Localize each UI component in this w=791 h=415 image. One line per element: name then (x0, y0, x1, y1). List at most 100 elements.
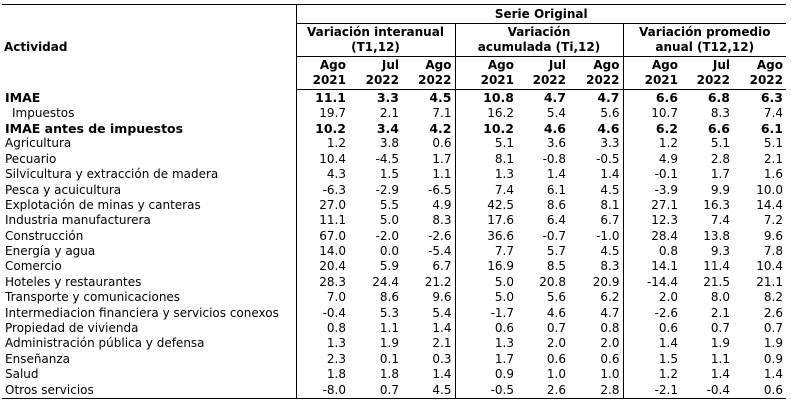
value-cell: 1.7 (710, 167, 730, 182)
value-cell: 2.1 (432, 336, 452, 351)
row-label: Otros servicios (2, 382, 296, 399)
value-cell: 5.0 (454, 290, 517, 306)
value-cell: 9.6 (432, 290, 452, 305)
value-cell: 0.7 (546, 321, 566, 336)
table-row: Otros servicios -8.0 0.7 4.5 -0.5 2.6 2.8 -2.1-… (2, 382, 786, 399)
value-cell: 1.3 (295, 336, 349, 352)
value-cell: 5.9 (379, 259, 399, 274)
value-cell: -0.4 (681, 382, 733, 399)
value-cell: -8.0 (295, 382, 349, 399)
group-header-promedio: Variación promedio anual (T12,12) (622, 23, 786, 57)
group-header-line2: anual (T12,12) (655, 40, 755, 54)
period-header-row: Ago 2021 Jul 2022 Ago 2022 Ago 2021 Jul 2022 Ago 20… (2, 56, 786, 90)
value-cell: 1.1 (432, 167, 452, 182)
value-cell: 6.2 (622, 120, 681, 137)
table-row: Pesca y acuicultura -6.3 -2.9 -6.5 7.4 6.1 4.5… (2, 182, 786, 198)
value-cell: 5.1 (710, 136, 730, 151)
value-cell: 8.3 (710, 105, 730, 120)
value-cell: 7.7 (454, 243, 517, 260)
value-cell: 16.3 (703, 197, 730, 212)
value-cell: 13.8 (703, 228, 730, 243)
value-cell: 1.4 (600, 167, 620, 182)
value-cell: 14.0 (295, 243, 349, 260)
value-cell: 1.9 (379, 336, 399, 351)
value-cell: 14.4 (756, 197, 783, 212)
value-cell: 17.6 (454, 213, 517, 229)
value-cell: 6.7 (600, 213, 620, 228)
table-row: Propiedad de vivienda 0.8 1.1 1.4 0.6 0.7 0.8 0… (2, 320, 786, 337)
value-cell: 1.0 (600, 367, 620, 382)
value-cell: 5.1 (763, 136, 783, 151)
value-cell: 9.6 (763, 228, 783, 243)
value-cell: 28.4 (622, 228, 681, 244)
value-cell: 0.6 (733, 382, 786, 399)
value-cell: 8.3 (432, 213, 452, 228)
value-cell: 24.4 (372, 274, 399, 289)
row-label: Agricultura (5, 136, 72, 151)
value-cell: 0.7 (763, 321, 783, 336)
value-cell: -6.3 (295, 182, 349, 198)
row-label: Transporte y comunicaciones (5, 290, 181, 305)
serie-header: Serie Original (295, 4, 786, 24)
value-cell: 0.8 (622, 243, 681, 260)
value-cell: 1.3 (454, 166, 517, 183)
value-cell: 5.3 (379, 305, 399, 320)
value-cell: 1.1 (379, 321, 399, 336)
row-label: Pesca y acuicultura (5, 182, 122, 197)
row-label: Pecuario (5, 151, 57, 166)
value-cell: 6.3 (760, 90, 783, 106)
value-cell: 8.6 (546, 197, 566, 212)
value-cell: 5.0 (454, 274, 517, 291)
value-cell: 0.3 (432, 351, 452, 366)
value-cell: 10.2 (295, 120, 349, 137)
value-cell: 1.8 (295, 367, 349, 383)
value-cell: -14.4 (622, 274, 681, 291)
value-cell: 8.5 (546, 259, 566, 274)
value-cell: 1.2 (295, 136, 349, 152)
value-cell: 7.4 (710, 213, 730, 228)
row-label: Industria manufacturera (5, 213, 151, 228)
value-cell: 20.4 (295, 259, 349, 275)
value-cell: -6.5 (428, 182, 452, 197)
period-header: Jul 2022 (517, 56, 569, 90)
value-cell: -0.8 (542, 151, 566, 166)
value-cell: 5.0 (379, 213, 399, 228)
value-cell: 10.2 (454, 120, 517, 137)
period-year: 2021 (480, 73, 514, 87)
value-cell: -2.6 (622, 305, 681, 321)
value-cell: 4.9 (432, 197, 452, 212)
period-month: Ago (756, 58, 783, 72)
period-header: Jul 2022 (349, 56, 402, 90)
value-cell: 0.6 (454, 320, 517, 337)
value-cell: 0.9 (763, 351, 783, 366)
period-year: 2022 (365, 73, 399, 87)
table-row: IMAE antes de impuestos 10.2 3.4 4.2 10.2 4.6… (2, 120, 786, 137)
value-cell: 4.2 (429, 120, 452, 136)
value-cell: -2.6 (428, 228, 452, 243)
value-cell: 0.0 (379, 244, 399, 259)
value-cell: 0.7 (710, 321, 730, 336)
value-cell: 2.1 (763, 151, 783, 166)
table-row: Construcción 67.0 -2.0 -2.6 36.6 -0.7 -1.0 28.4… (2, 228, 786, 244)
period-year: 2022 (418, 73, 452, 87)
period-month: Ago (593, 58, 620, 72)
period-month: Ago (487, 58, 514, 72)
value-cell: 2.0 (622, 290, 681, 306)
table-row: Agricultura 1.2 3.8 0.6 5.1 3.6 3.3 1.2 5.1 5.1 (2, 136, 786, 152)
group-header-line1: Variación interanual (307, 25, 444, 39)
table-row: Intermediacion financiera y servicios co… (2, 305, 786, 321)
value-cell: 2.3 (295, 351, 349, 368)
value-cell: 11.1 (295, 213, 349, 229)
table-row: Salud 1.8 1.8 1.4 0.9 1.0 1.0 1.2 1.4 1.4 (2, 367, 786, 383)
value-cell: 12.3 (622, 213, 681, 229)
value-cell: 1.5 (622, 351, 681, 368)
table-row: Administración pública y defensa 1.3 1.9 2.… (2, 336, 786, 352)
value-cell: 9.3 (710, 244, 730, 259)
value-cell: 0.6 (600, 351, 620, 366)
value-cell: 9.9 (710, 182, 730, 197)
value-cell: 4.7 (600, 305, 620, 320)
value-cell: 0.8 (295, 320, 349, 337)
value-cell: 5.5 (379, 197, 399, 212)
value-cell: 6.4 (546, 213, 566, 228)
value-cell: 3.8 (379, 136, 399, 151)
